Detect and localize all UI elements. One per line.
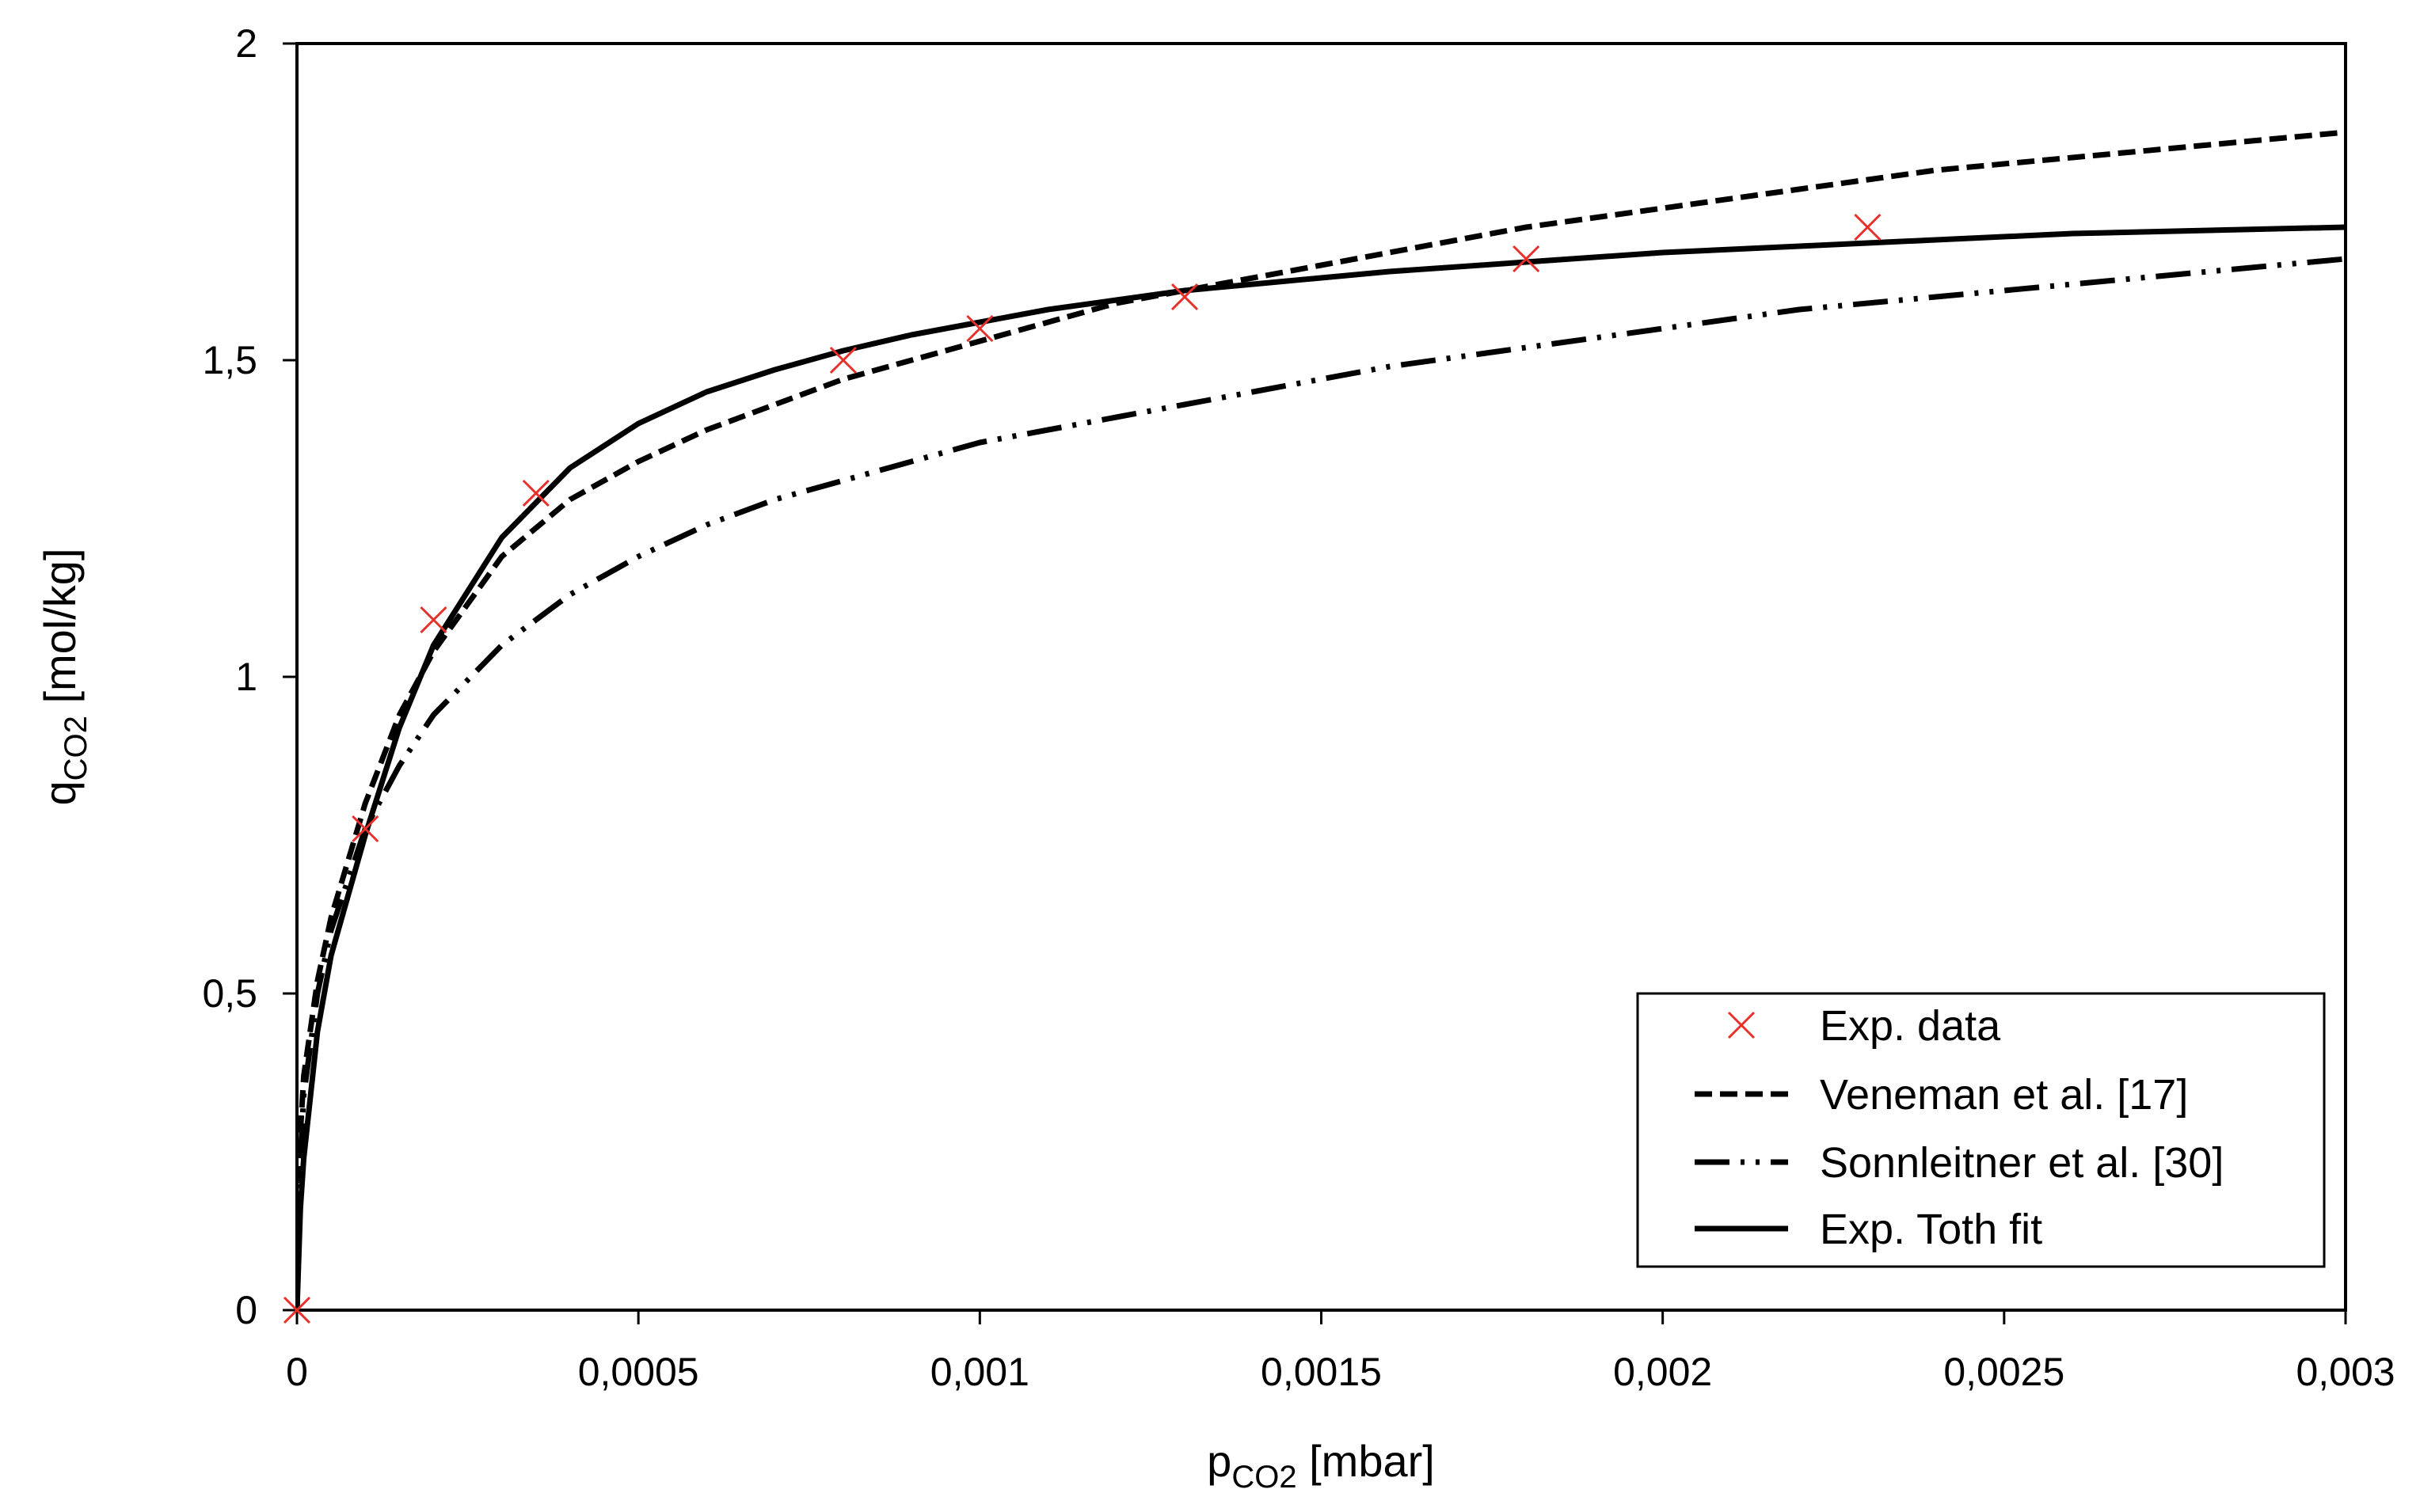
y-axis-title-unit: [mol/kg] [35, 548, 85, 716]
series-line-veneman-et-al-17 [297, 129, 2346, 1310]
x-axis-title-subscript: CO2 [1231, 1460, 1296, 1495]
x-axis-title: pCO2 [mbar] [1207, 1436, 1435, 1495]
series-line-sonnleitner-et-al-30 [297, 256, 2346, 1310]
data-point-marker [1170, 283, 1199, 311]
legend-item: Exp. Toth fit [1695, 1206, 2042, 1253]
data-point-marker [966, 314, 994, 343]
x-axis-ticks: 0 0,0005 0,001 0,0015 0,002 0,0025 0,003 [286, 1310, 2395, 1394]
y-tick-label: 1 [235, 655, 257, 699]
series-layer [283, 129, 2346, 1324]
x-axis-title-main: p [1207, 1436, 1231, 1486]
x-tick-label: 0,001 [930, 1350, 1029, 1394]
x-tick-label: 0,0005 [578, 1350, 699, 1394]
legend-swatch-marker [1727, 1011, 1756, 1039]
legend-box [1636, 992, 2326, 1268]
data-point-marker [352, 815, 379, 843]
x-tick-label: 0,0015 [1261, 1350, 1382, 1394]
x-axis-title-unit: [mbar] [1297, 1436, 1435, 1486]
x-tick-label: 0,003 [2296, 1350, 2395, 1394]
legend-label: Sonnleitner et al. [30] [1820, 1139, 2224, 1187]
data-point-marker [829, 346, 857, 374]
legend-item: Exp. data [1727, 1002, 2001, 1050]
series-line-exp-toth-fit [297, 224, 2346, 1310]
data-point-marker [1512, 245, 1540, 273]
legend-items: Exp. data Veneman et al. [17] Sonnleitner … [1695, 1002, 2224, 1253]
legend-label: Exp. Toth fit [1820, 1206, 2042, 1253]
y-tick-label: 0 [235, 1288, 257, 1332]
data-point-marker [420, 606, 447, 634]
x-tick-label: 0,0025 [1943, 1350, 2064, 1394]
legend-label: Veneman et al. [17] [1820, 1071, 2188, 1119]
x-tick-label: 0,002 [1613, 1350, 1712, 1394]
data-point-marker [522, 479, 550, 507]
x-tick-label: 0 [286, 1350, 308, 1394]
y-axis-ticks: 0 0,5 1 1,5 2 [202, 21, 297, 1332]
legend-item: Veneman et al. [17] [1695, 1071, 2188, 1119]
y-axis-title-subscript: CO2 [59, 716, 93, 781]
data-point-marker [1854, 213, 1882, 241]
y-tick-label: 2 [235, 21, 257, 66]
legend: Exp. data Veneman et al. [17] Sonnleitner … [1636, 992, 2326, 1268]
y-axis-title: qCO2 [mol/kg] [35, 548, 93, 805]
y-tick-label: 0,5 [202, 971, 257, 1016]
legend-label: Exp. data [1820, 1002, 2001, 1050]
legend-item: Sonnleitner et al. [30] [1695, 1139, 2224, 1187]
data-point-marker [283, 1296, 311, 1324]
y-axis-title-main: q [35, 781, 85, 805]
y-tick-label: 1,5 [202, 338, 257, 382]
